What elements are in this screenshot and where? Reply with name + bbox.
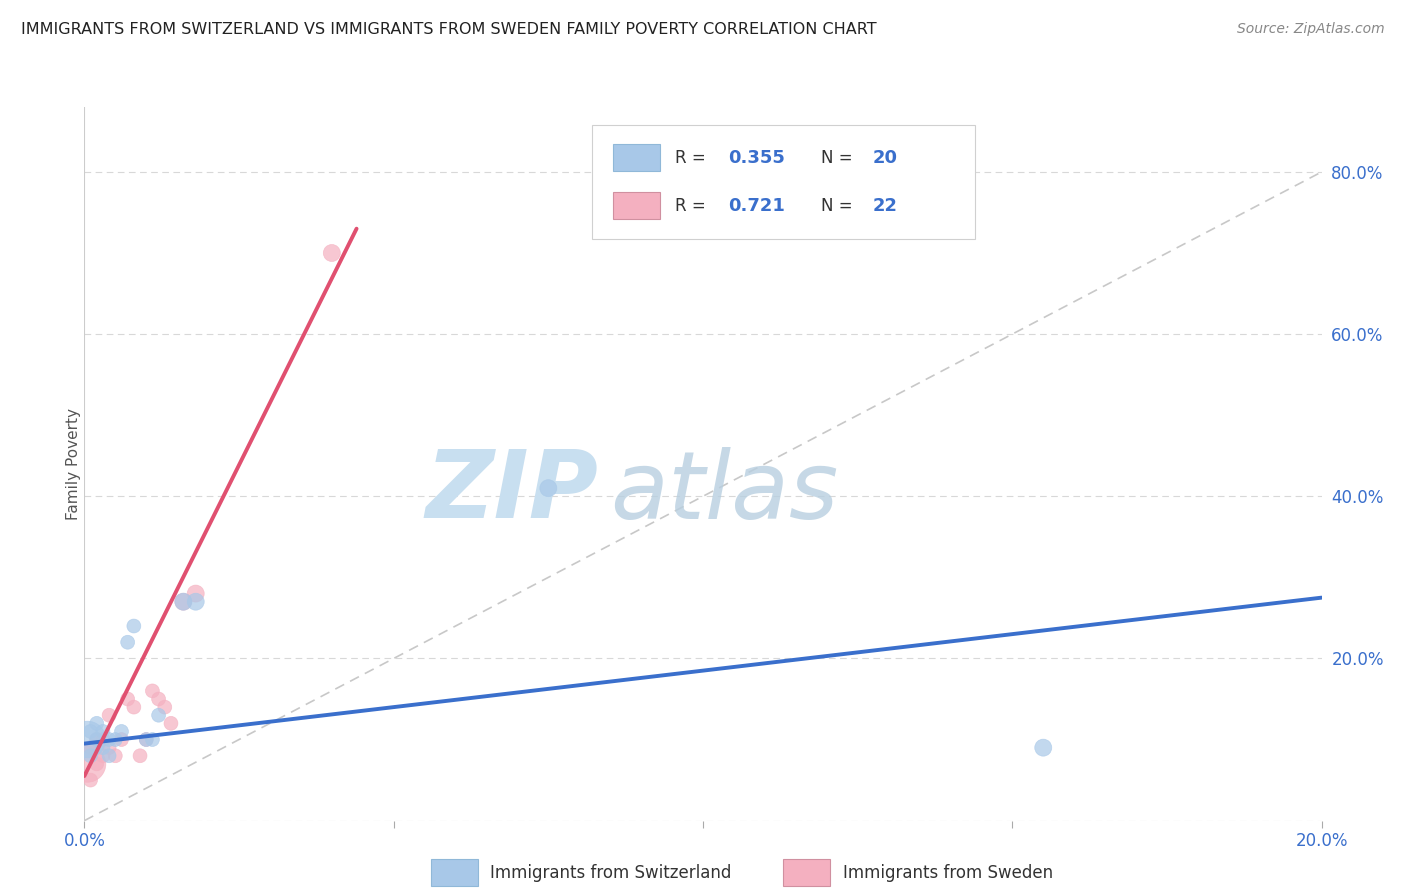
Point	[79, 773, 101, 788]
Point	[537, 481, 560, 495]
Text: 22: 22	[873, 196, 897, 214]
Point	[86, 716, 108, 731]
FancyBboxPatch shape	[783, 859, 831, 887]
Point	[148, 708, 170, 723]
Point	[98, 748, 121, 763]
Point	[91, 748, 114, 763]
Point	[104, 748, 127, 763]
Point	[117, 692, 139, 706]
Point	[86, 756, 108, 771]
Text: N =: N =	[821, 196, 858, 214]
Point	[135, 732, 157, 747]
Point	[79, 740, 101, 755]
Point	[135, 732, 157, 747]
Point	[184, 595, 207, 609]
Text: Source: ZipAtlas.com: Source: ZipAtlas.com	[1237, 22, 1385, 37]
Text: N =: N =	[821, 149, 858, 167]
Point	[122, 700, 145, 714]
Text: 20: 20	[873, 149, 897, 167]
Point	[91, 724, 114, 739]
Point	[321, 246, 343, 260]
Text: 0.721: 0.721	[728, 196, 785, 214]
Point	[172, 595, 194, 609]
Text: 0.355: 0.355	[728, 149, 785, 167]
Point	[79, 724, 101, 739]
Text: atlas: atlas	[610, 447, 838, 538]
FancyBboxPatch shape	[613, 145, 659, 171]
FancyBboxPatch shape	[613, 192, 659, 219]
Point	[122, 619, 145, 633]
Point	[160, 716, 183, 731]
Text: ZIP: ZIP	[425, 446, 598, 539]
Point	[141, 684, 163, 698]
Point	[79, 748, 101, 763]
Point	[153, 700, 176, 714]
Point	[91, 732, 114, 747]
Text: R =: R =	[675, 149, 710, 167]
Y-axis label: Family Poverty: Family Poverty	[66, 408, 80, 520]
Text: R =: R =	[675, 196, 710, 214]
Point	[110, 732, 132, 747]
Point	[98, 708, 121, 723]
FancyBboxPatch shape	[592, 125, 976, 239]
Point	[98, 740, 121, 755]
Point	[76, 732, 98, 747]
Text: Immigrants from Switzerland: Immigrants from Switzerland	[491, 863, 731, 881]
Point	[104, 732, 127, 747]
Point	[129, 748, 152, 763]
Point	[86, 732, 108, 747]
Point	[117, 635, 139, 649]
Point	[76, 756, 98, 771]
Point	[110, 724, 132, 739]
Point	[148, 692, 170, 706]
FancyBboxPatch shape	[430, 859, 478, 887]
Point	[98, 732, 121, 747]
Text: Immigrants from Sweden: Immigrants from Sweden	[842, 863, 1053, 881]
Text: IMMIGRANTS FROM SWITZERLAND VS IMMIGRANTS FROM SWEDEN FAMILY POVERTY CORRELATION: IMMIGRANTS FROM SWITZERLAND VS IMMIGRANT…	[21, 22, 877, 37]
Point	[91, 740, 114, 755]
Point	[1032, 740, 1054, 755]
Point	[184, 586, 207, 600]
Point	[141, 732, 163, 747]
Point	[172, 595, 194, 609]
Point	[86, 732, 108, 747]
